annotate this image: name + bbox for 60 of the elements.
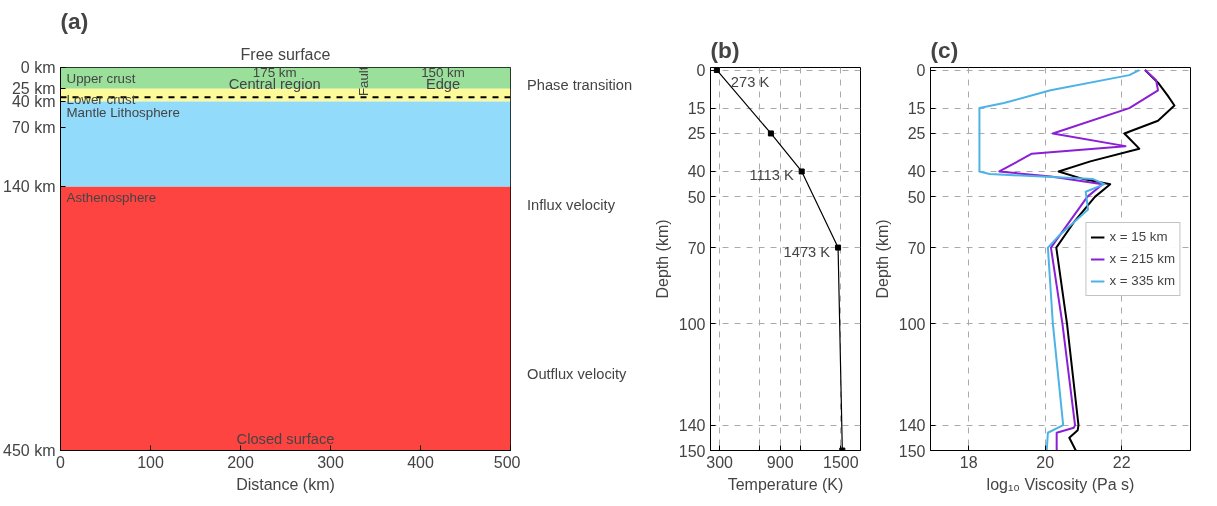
y-tick-label: 150 bbox=[898, 442, 926, 460]
ref-line-label: Phase transition bbox=[527, 77, 633, 94]
y-tick-label: 25 bbox=[687, 125, 706, 143]
annotation: Fault bbox=[356, 66, 372, 97]
chart-title: (b) bbox=[710, 36, 740, 63]
x-tick-label: 22 bbox=[1112, 453, 1131, 471]
x-tick-label: 900 bbox=[766, 453, 794, 471]
y-tick-label: 15 bbox=[907, 100, 926, 118]
point bbox=[767, 130, 774, 137]
y-tick-label: 50 bbox=[907, 188, 926, 206]
y-tick-label: 0 bbox=[916, 62, 926, 80]
y-tick-label: 70 bbox=[907, 239, 926, 257]
x-tick-label: 300 bbox=[706, 453, 734, 471]
legend-label: x = 335 km bbox=[1109, 273, 1175, 288]
text: Influx velocity bbox=[527, 197, 616, 214]
chart-title: (a) bbox=[60, 7, 89, 34]
annotation: Closed surface bbox=[236, 431, 335, 448]
x-tick-label: 18 bbox=[959, 453, 978, 471]
x-tick-label: 400 bbox=[407, 453, 434, 471]
y-tick-label: 100 bbox=[898, 315, 926, 333]
y-tick-label: 140 bbox=[898, 417, 926, 435]
legend-label: x = 15 km bbox=[1109, 229, 1168, 244]
x-tick-label: 20 bbox=[1036, 453, 1055, 471]
x-axis-title: Distance (km) bbox=[236, 475, 335, 493]
y-tick-label: 100 bbox=[678, 315, 706, 333]
y-tick-label: 40 km bbox=[11, 93, 56, 111]
y-axis-title: Depth (km) bbox=[653, 219, 671, 299]
chart-title: (c) bbox=[930, 36, 959, 63]
y-tick-label: 25 bbox=[907, 125, 926, 143]
y-tick-label: 50 bbox=[687, 188, 706, 206]
y-tick-label: 40 bbox=[907, 163, 926, 181]
annotation: 273 K bbox=[730, 74, 770, 91]
annotation: 1113 K bbox=[749, 167, 794, 184]
chart-subtitle: Free surface bbox=[240, 45, 331, 63]
x-tick-label: 300 bbox=[317, 453, 344, 471]
series-label: Asthenosphere bbox=[66, 189, 157, 205]
point bbox=[835, 244, 842, 251]
y-tick-label: 140 bbox=[678, 417, 706, 435]
series-label: Upper crust bbox=[66, 70, 136, 86]
y-tick-label: 150 bbox=[678, 442, 706, 460]
legend-label: x = 215 km bbox=[1109, 251, 1175, 266]
x-tick-label: 500 bbox=[493, 453, 521, 471]
y-tick-label: 40 bbox=[687, 163, 706, 181]
y-tick-label: 70 km bbox=[11, 118, 56, 136]
x-tick-label: 1500 bbox=[823, 453, 859, 471]
y-tick-label: 0 km bbox=[20, 59, 56, 76]
x-axis-title: Temperature (K) bbox=[727, 475, 844, 493]
x-tick-label: 200 bbox=[227, 453, 254, 471]
y-tick-label: 15 bbox=[687, 100, 706, 118]
series-label: Mantle Lithosphere bbox=[66, 104, 180, 120]
y-tick-label: 70 bbox=[687, 239, 706, 257]
annotation: 1473 K bbox=[783, 243, 831, 260]
y-tick-label: 140 km bbox=[3, 178, 56, 196]
x-tick-label: 100 bbox=[137, 453, 164, 471]
x-axis-title: log₁₀ Viscosity (Pa s) bbox=[986, 475, 1135, 493]
text: Outflux velocity bbox=[527, 365, 628, 382]
point bbox=[798, 168, 805, 175]
y-axis-title: Depth (km) bbox=[873, 219, 891, 299]
y-tick-label: 0 bbox=[696, 62, 706, 80]
y-tick-label: 450 km bbox=[3, 442, 56, 459]
